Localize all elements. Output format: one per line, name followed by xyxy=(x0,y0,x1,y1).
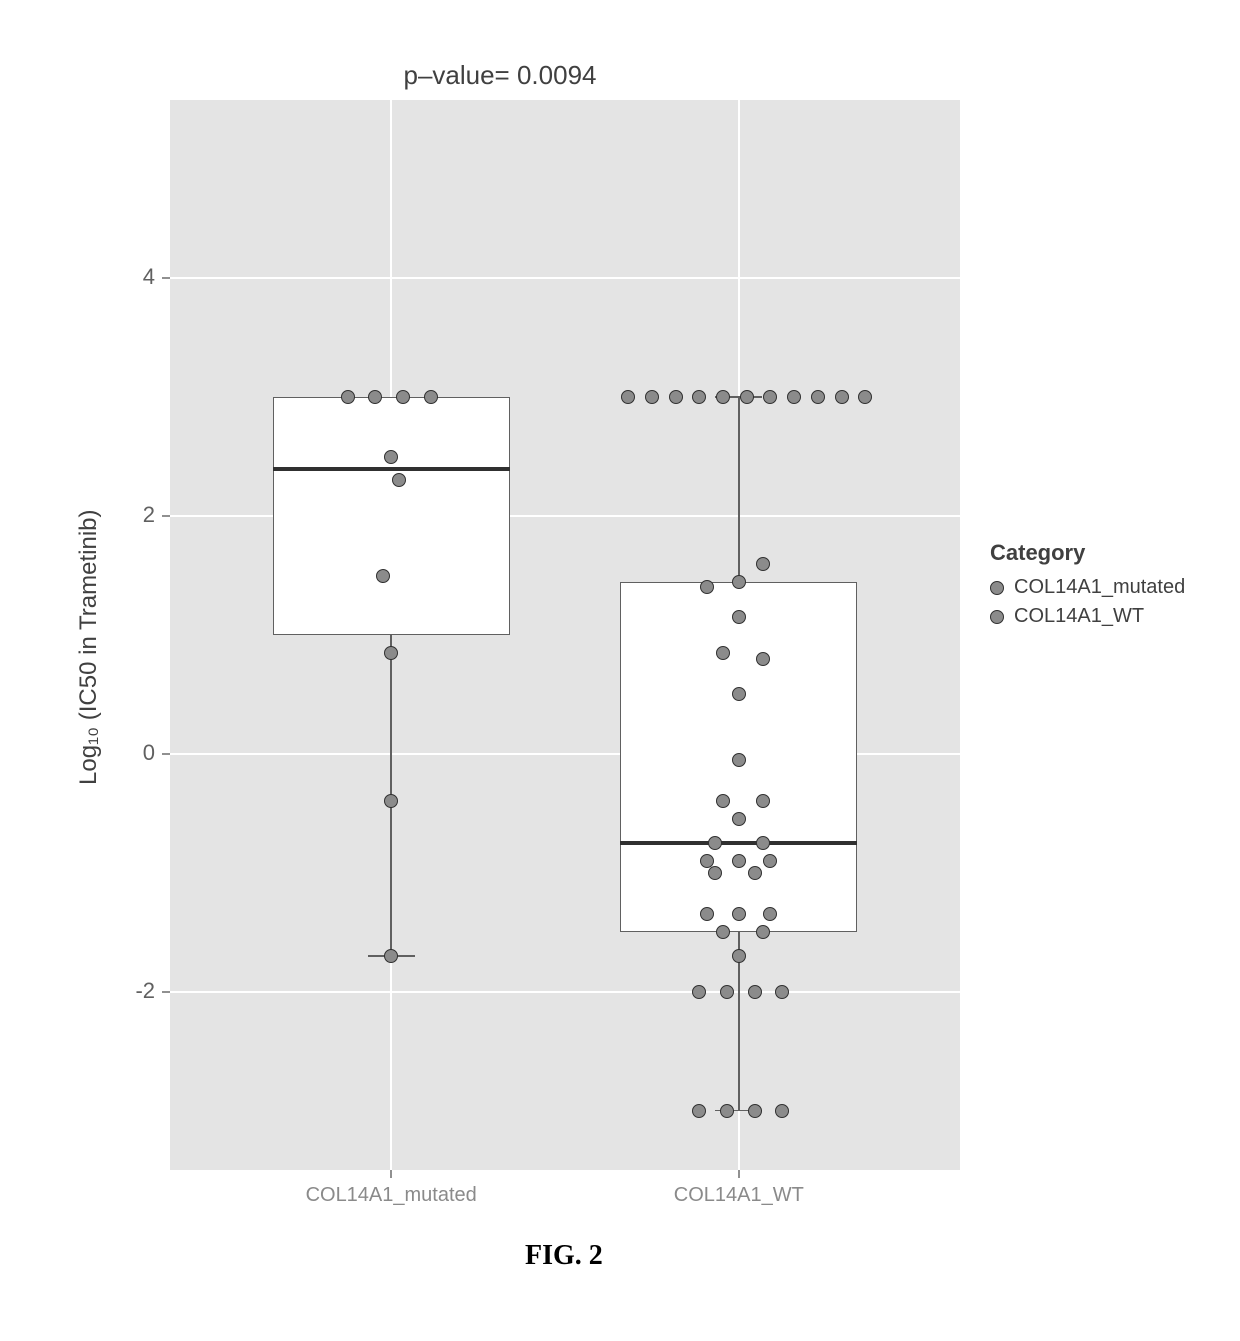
y-tick-mark xyxy=(162,991,170,993)
data-point xyxy=(692,985,706,999)
y-tick-label: 2 xyxy=(110,502,155,528)
legend-item-label: COL14A1_mutated xyxy=(1014,576,1185,599)
x-tick-mark xyxy=(390,1170,392,1178)
data-point xyxy=(376,569,390,583)
data-point xyxy=(748,866,762,880)
data-point xyxy=(756,836,770,850)
data-point xyxy=(756,652,770,666)
y-tick-mark xyxy=(162,277,170,279)
data-point xyxy=(756,794,770,808)
x-tick-label: COL14A1_WT xyxy=(619,1184,859,1207)
y-tick-mark xyxy=(162,753,170,755)
data-point xyxy=(732,907,746,921)
data-point xyxy=(748,985,762,999)
y-axis-label: Log₁₀ (IC50 in Trametinib) xyxy=(75,509,103,785)
data-point xyxy=(748,1104,762,1118)
data-point xyxy=(732,610,746,624)
data-point xyxy=(732,687,746,701)
data-point xyxy=(756,925,770,939)
data-point xyxy=(732,949,746,963)
legend-title: Category xyxy=(990,540,1185,566)
data-point xyxy=(384,794,398,808)
data-point xyxy=(835,390,849,404)
data-point xyxy=(716,794,730,808)
legend: Category COL14A1_mutated COL14A1_WT xyxy=(990,540,1185,634)
whisker xyxy=(738,397,740,581)
data-point xyxy=(811,390,825,404)
data-point xyxy=(763,854,777,868)
data-point xyxy=(621,390,635,404)
data-point xyxy=(716,390,730,404)
legend-item: COL14A1_WT xyxy=(990,605,1185,628)
data-point xyxy=(708,866,722,880)
y-tick-label: 0 xyxy=(110,740,155,766)
y-tick-label: -2 xyxy=(110,978,155,1004)
data-point xyxy=(756,557,770,571)
legend-marker-icon xyxy=(990,581,1004,595)
box xyxy=(273,397,510,635)
data-point xyxy=(645,390,659,404)
median-line xyxy=(620,841,857,845)
data-point xyxy=(424,390,438,404)
data-point xyxy=(392,473,406,487)
figure-caption: FIG. 2 xyxy=(525,1240,603,1272)
data-point xyxy=(740,390,754,404)
data-point xyxy=(384,949,398,963)
x-tick-label: COL14A1_mutated xyxy=(271,1184,511,1207)
data-point xyxy=(763,390,777,404)
data-point xyxy=(732,812,746,826)
legend-marker-icon xyxy=(990,610,1004,624)
data-point xyxy=(700,580,714,594)
data-point xyxy=(775,1104,789,1118)
data-point xyxy=(396,390,410,404)
data-point xyxy=(368,390,382,404)
y-tick-label: 4 xyxy=(110,264,155,290)
data-point xyxy=(720,985,734,999)
data-point xyxy=(708,836,722,850)
data-point xyxy=(763,907,777,921)
data-point xyxy=(700,907,714,921)
figure-container: p–value= 0.0094 Log₁₀ (IC50 in Trametini… xyxy=(0,0,1240,1341)
plot-title: p–value= 0.0094 xyxy=(0,60,1000,91)
median-line xyxy=(273,467,510,471)
data-point xyxy=(716,925,730,939)
y-tick-mark xyxy=(162,515,170,517)
data-point xyxy=(732,575,746,589)
data-point xyxy=(775,985,789,999)
data-point xyxy=(858,390,872,404)
data-point xyxy=(732,753,746,767)
data-point xyxy=(787,390,801,404)
data-point xyxy=(669,390,683,404)
data-point xyxy=(692,390,706,404)
gridline-horizontal xyxy=(170,277,960,279)
data-point xyxy=(692,1104,706,1118)
data-point xyxy=(384,450,398,464)
data-point xyxy=(720,1104,734,1118)
data-point xyxy=(716,646,730,660)
x-tick-mark xyxy=(738,1170,740,1178)
legend-item: COL14A1_mutated xyxy=(990,576,1185,599)
data-point xyxy=(732,854,746,868)
legend-item-label: COL14A1_WT xyxy=(1014,605,1144,628)
data-point xyxy=(384,646,398,660)
data-point xyxy=(341,390,355,404)
gridline-horizontal xyxy=(170,991,960,993)
